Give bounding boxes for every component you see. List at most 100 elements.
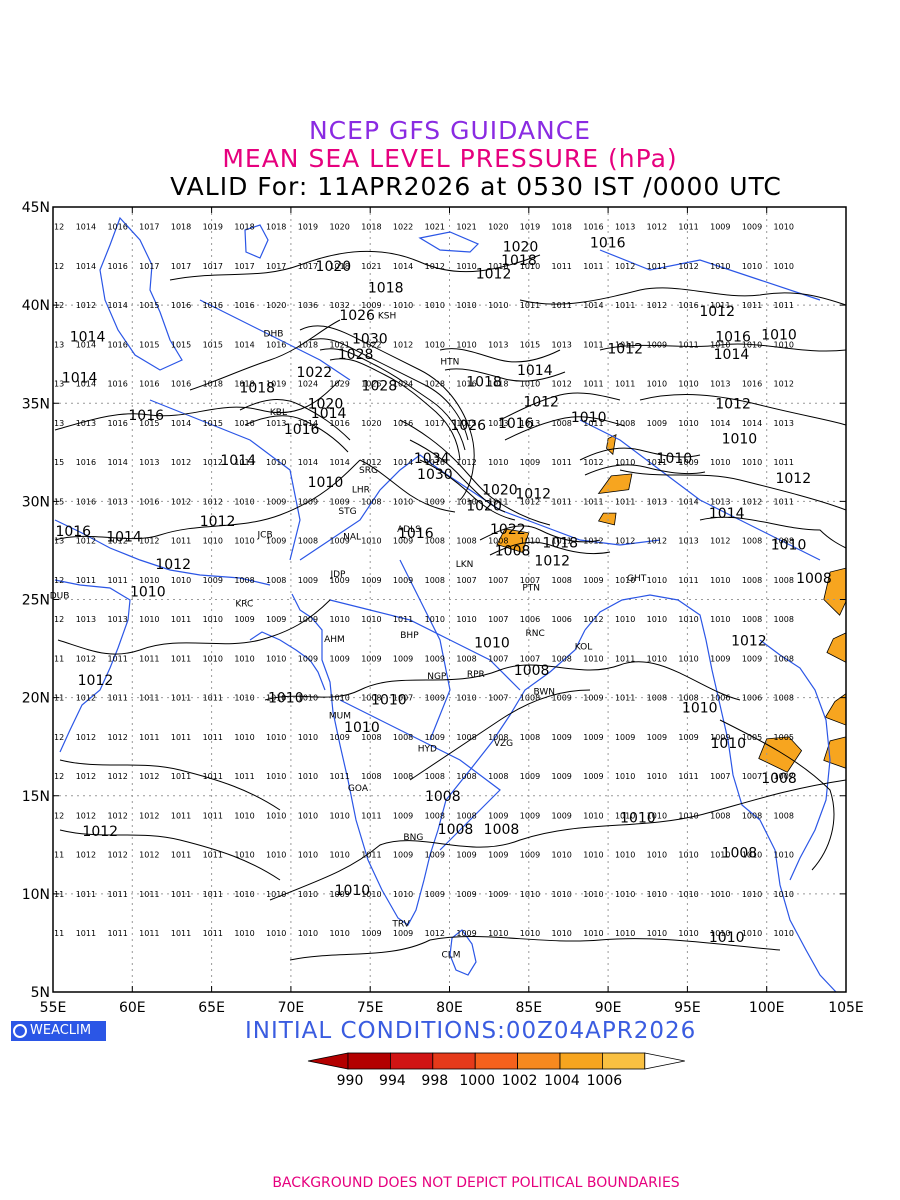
grid-value: 15 — [54, 497, 64, 506]
grid-value: 1021 — [329, 340, 349, 349]
grid-value: 1012 — [107, 733, 127, 742]
grid-value: 1011 — [203, 733, 223, 742]
grid-value: 1011 — [583, 380, 603, 389]
isobar-1016-west — [54, 379, 341, 431]
isobar-label: 1014 — [106, 530, 142, 546]
grid-value: 1008 — [774, 654, 794, 663]
station-label: KRC — [235, 599, 253, 609]
grid-value: 1011 — [583, 262, 603, 271]
grid-value: 1011 — [615, 654, 635, 663]
grid-value: 1010 — [583, 811, 603, 820]
grid-value: 1014 — [298, 458, 318, 467]
grid-value: 1014 — [329, 458, 349, 467]
grid-value: 1010 — [678, 654, 698, 663]
grid-value: 1008 — [298, 537, 318, 546]
grid-value: 1009 — [393, 811, 413, 820]
grid-value: 1010 — [647, 654, 667, 663]
station-label: GOA — [348, 784, 369, 794]
isobar-label: 1010 — [682, 700, 718, 716]
station-label: NGP — [427, 672, 447, 682]
grid-value: 1008 — [742, 576, 762, 585]
isobar-dense-16 — [579, 447, 701, 461]
legend-swatch — [432, 1052, 476, 1070]
isobar-label: 1018 — [239, 381, 275, 397]
isobar-label: 1014 — [70, 330, 106, 346]
grid-value: 1010 — [203, 615, 223, 624]
isobar-label: 1016 — [715, 330, 751, 346]
grid-value: 1010 — [266, 929, 286, 938]
title-line-2: MEAN SEA LEVEL PRESSURE (hPa) — [222, 144, 678, 173]
isobars — [54, 250, 847, 961]
grid-value: 1010 — [678, 419, 698, 428]
isobar-label: 1016 — [284, 422, 320, 438]
grid-value: 1016 — [107, 340, 127, 349]
grid-value: 1009 — [203, 576, 223, 585]
station-label: JCB — [257, 531, 273, 541]
grid-value: 1009 — [456, 929, 476, 938]
isobar-label: 1012 — [476, 267, 512, 283]
grid-value: 1010 — [361, 615, 381, 624]
grid-value: 1011 — [583, 497, 603, 506]
boundary-interior-2 — [329, 599, 521, 691]
grid-value: 1009 — [329, 497, 349, 506]
isobar-1014-west — [54, 459, 361, 541]
legend-level: 1002 — [502, 1073, 538, 1089]
grid-value: 1007 — [393, 694, 413, 703]
isobar-dense-7 — [419, 459, 516, 521]
grid-value: 1014 — [76, 262, 96, 271]
grid-value: 1011 — [203, 811, 223, 820]
grid-value: 1005 — [742, 733, 762, 742]
station-label: VZG — [494, 739, 513, 749]
isobar-label: 1014 — [220, 453, 256, 469]
grid-value: 1009 — [647, 419, 667, 428]
grid-value: 1009 — [393, 929, 413, 938]
isobar-label: 1010 — [761, 328, 797, 344]
isobar-1010-south — [269, 779, 847, 901]
grid-value: 1010 — [615, 772, 635, 781]
longitude-label: 60E — [119, 1000, 146, 1016]
grid-value: 1011 — [171, 694, 191, 703]
boundary-interior-4 — [399, 559, 451, 741]
isobar-label: 1010 — [130, 585, 166, 601]
latitude-label: 10N — [22, 887, 50, 903]
grid-value: 1006 — [520, 615, 540, 624]
grid-value: 1009 — [552, 811, 572, 820]
grid-value: 1010 — [139, 576, 159, 585]
grid-value: 1014 — [76, 223, 96, 232]
grid-value: 1014 — [107, 458, 127, 467]
grid-value: 1014 — [171, 419, 191, 428]
grid-value: 1010 — [298, 929, 318, 938]
grid-value: 1012 — [76, 733, 96, 742]
grid-value: 1012 — [456, 458, 476, 467]
grid-value: 1010 — [456, 340, 476, 349]
grid-value: 1010 — [393, 301, 413, 310]
grid-value: 12 — [54, 811, 64, 820]
shaded-region-1006 — [597, 473, 633, 495]
isobar-dense-13 — [444, 368, 566, 382]
grid-value: 1008 — [425, 811, 445, 820]
longitude-label: 105E — [828, 1000, 864, 1016]
grid-value: 1011 — [361, 811, 381, 820]
isobar-label: 1014 — [311, 406, 347, 422]
longitude-label: 65E — [198, 1000, 225, 1016]
grid-value: 1010 — [647, 772, 667, 781]
grid-value: 1016 — [107, 419, 127, 428]
grid-value: 1010 — [203, 537, 223, 546]
grid-value: 1010 — [425, 301, 445, 310]
grid-value: 1010 — [615, 458, 635, 467]
grid-value: 1009 — [520, 772, 540, 781]
grid-value: 1010 — [488, 262, 508, 271]
isobar-label: 1012 — [775, 471, 811, 487]
grid-value: 1010 — [678, 890, 698, 899]
legend-swatch — [559, 1052, 603, 1070]
isobar-1012-ne — [699, 516, 847, 549]
grid-value: 1010 — [678, 615, 698, 624]
grid-value: 1008 — [615, 419, 635, 428]
grid-value: 1011 — [203, 890, 223, 899]
grid-value: 1012 — [107, 851, 127, 860]
grid-value: 1011 — [76, 929, 96, 938]
grid-value: 1010 — [710, 929, 730, 938]
grid-value: 1013 — [774, 419, 794, 428]
grid-value: 1010 — [266, 772, 286, 781]
grid-value: 1009 — [266, 497, 286, 506]
